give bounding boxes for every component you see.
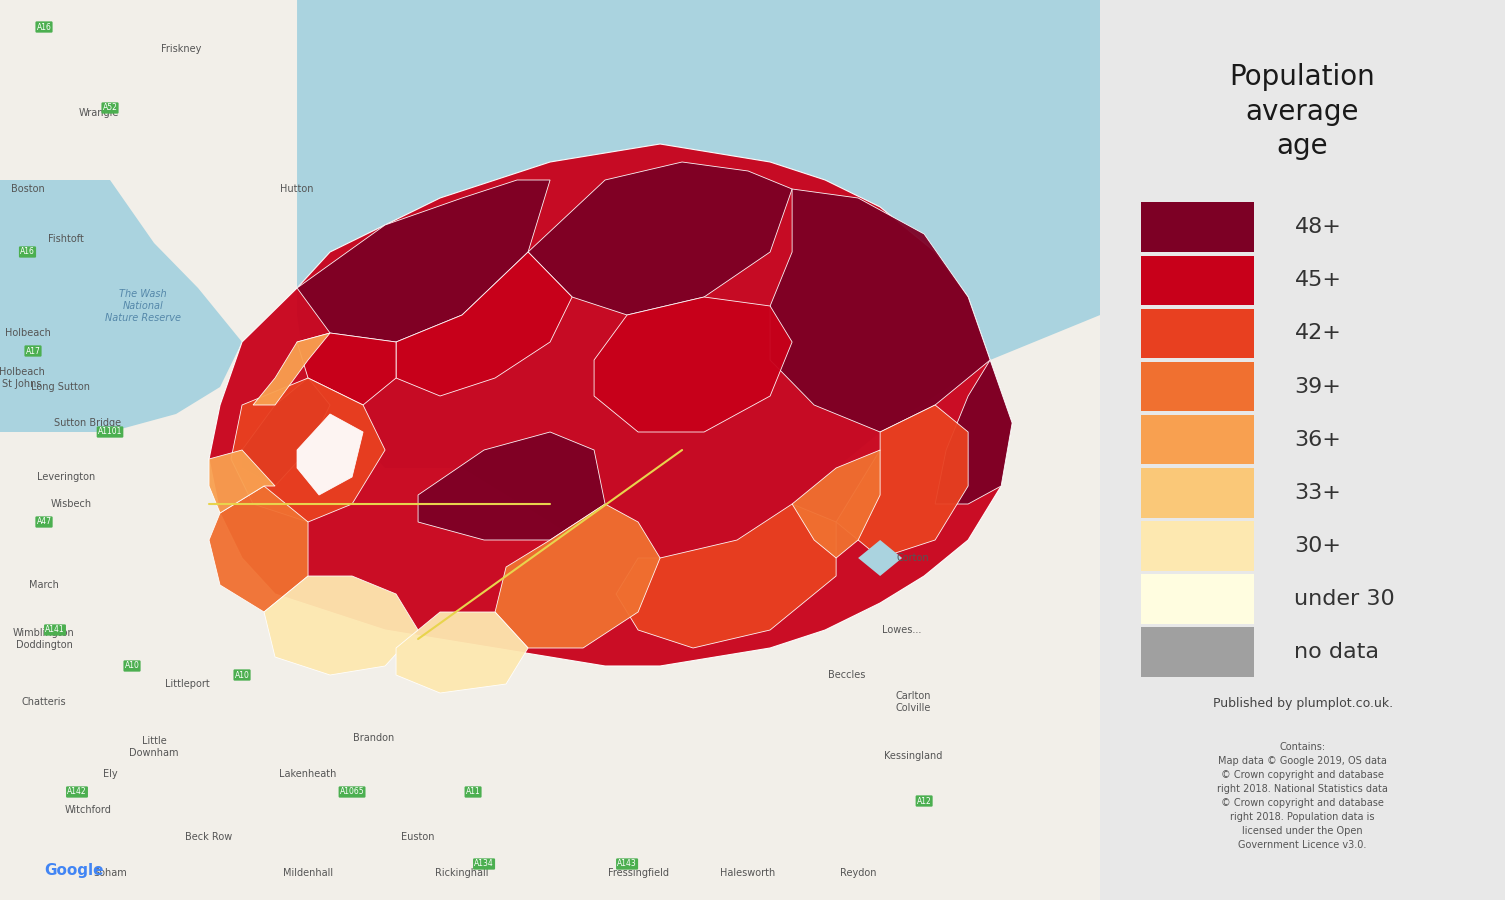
Text: Wrangle: Wrangle (78, 107, 119, 118)
Text: 39+: 39+ (1294, 376, 1341, 397)
Text: Chatteris: Chatteris (21, 697, 66, 707)
Text: Mildenhall: Mildenhall (283, 868, 333, 878)
Bar (1141, 362, 1254, 411)
Bar (1141, 309, 1254, 358)
Polygon shape (232, 378, 385, 522)
Polygon shape (296, 180, 551, 342)
Bar (1141, 627, 1254, 677)
Text: 36+: 36+ (1294, 429, 1341, 450)
Text: Soham: Soham (93, 868, 126, 878)
Polygon shape (0, 180, 242, 432)
Polygon shape (0, 0, 1100, 900)
Text: Lowes...: Lowes... (882, 625, 923, 635)
Text: Wimblington
Doddington: Wimblington Doddington (14, 628, 75, 650)
Text: Wisbech: Wisbech (51, 499, 92, 509)
Polygon shape (418, 432, 605, 540)
Polygon shape (594, 297, 792, 432)
Text: Little
Downham: Little Downham (129, 736, 179, 758)
Text: Google: Google (44, 862, 104, 878)
Polygon shape (296, 414, 363, 495)
Text: Contains:
Map data © Google 2019, OS data
© Crown copyright and database
right 2: Contains: Map data © Google 2019, OS dat… (1218, 742, 1388, 850)
Text: Long Sutton: Long Sutton (32, 382, 90, 392)
Text: Brandon: Brandon (354, 733, 394, 743)
Text: Friskney: Friskney (161, 44, 202, 55)
Text: Lakenheath: Lakenheath (280, 769, 337, 779)
Text: A143: A143 (617, 860, 637, 868)
Text: A10: A10 (125, 662, 140, 670)
Bar (1141, 521, 1254, 571)
Polygon shape (528, 162, 792, 315)
Text: Published by plumplot.co.uk.: Published by plumplot.co.uk. (1213, 698, 1392, 710)
Text: Beccles: Beccles (828, 670, 865, 680)
Polygon shape (263, 576, 418, 675)
Text: March: March (29, 580, 59, 590)
Text: A11: A11 (465, 788, 480, 796)
Polygon shape (837, 405, 968, 558)
Text: Fressingfield: Fressingfield (608, 868, 668, 878)
Text: Corton: Corton (897, 553, 930, 563)
Text: Halesworth: Halesworth (721, 868, 775, 878)
Polygon shape (495, 504, 661, 648)
Polygon shape (792, 450, 880, 558)
Text: under 30: under 30 (1294, 589, 1395, 609)
Text: Witchford: Witchford (65, 805, 111, 815)
Text: 48+: 48+ (1294, 217, 1341, 238)
Text: Beck Row: Beck Row (185, 832, 233, 842)
Text: Carlton
Colville: Carlton Colville (895, 691, 932, 713)
Text: The Wash
National
Nature Reserve: The Wash National Nature Reserve (105, 290, 181, 322)
Text: Leverington: Leverington (38, 472, 95, 482)
Text: A47: A47 (36, 518, 51, 526)
Polygon shape (771, 189, 990, 432)
Text: Holbeach: Holbeach (5, 328, 51, 338)
Text: A1101: A1101 (98, 428, 122, 436)
Polygon shape (296, 0, 1100, 585)
Text: 33+: 33+ (1294, 482, 1341, 503)
Polygon shape (209, 144, 1013, 666)
Text: Sutton Bridge: Sutton Bridge (54, 418, 122, 428)
Polygon shape (858, 540, 901, 576)
Text: Littleport: Littleport (164, 679, 209, 689)
Polygon shape (396, 252, 572, 396)
Text: 42+: 42+ (1294, 323, 1341, 344)
Bar (1141, 574, 1254, 624)
Text: Reydon: Reydon (840, 868, 876, 878)
Text: Kessingland: Kessingland (883, 751, 942, 761)
Text: A134: A134 (474, 860, 494, 868)
Bar (1141, 202, 1254, 252)
Text: Population
average
age: Population average age (1230, 63, 1376, 160)
Polygon shape (396, 612, 528, 693)
Text: A12: A12 (917, 796, 932, 806)
Text: Boston: Boston (11, 184, 44, 194)
Text: 30+: 30+ (1294, 536, 1341, 556)
Text: A16: A16 (20, 248, 35, 256)
Text: Euston: Euston (402, 832, 435, 842)
Bar (1141, 256, 1254, 305)
Text: no data: no data (1294, 642, 1380, 662)
Polygon shape (253, 333, 330, 405)
Text: A142: A142 (68, 788, 87, 796)
Polygon shape (296, 333, 396, 405)
Text: A17: A17 (26, 346, 41, 356)
Text: A16: A16 (36, 22, 51, 32)
Text: A52: A52 (102, 104, 117, 112)
Text: Hutton: Hutton (280, 184, 313, 194)
Polygon shape (242, 378, 330, 486)
Text: A141: A141 (45, 626, 65, 634)
Polygon shape (616, 504, 837, 648)
Bar (1141, 415, 1254, 464)
Text: Fishtoft: Fishtoft (48, 233, 84, 244)
Text: Holbeach
St Johns: Holbeach St Johns (0, 367, 45, 389)
Text: A10: A10 (235, 670, 250, 680)
Polygon shape (209, 486, 309, 612)
Bar (1141, 468, 1254, 518)
Text: A1065: A1065 (340, 788, 364, 796)
Polygon shape (935, 360, 1013, 504)
Text: Rickinghall: Rickinghall (435, 868, 489, 878)
Polygon shape (209, 450, 275, 513)
Text: 45+: 45+ (1294, 270, 1341, 291)
Text: Ely: Ely (102, 769, 117, 779)
